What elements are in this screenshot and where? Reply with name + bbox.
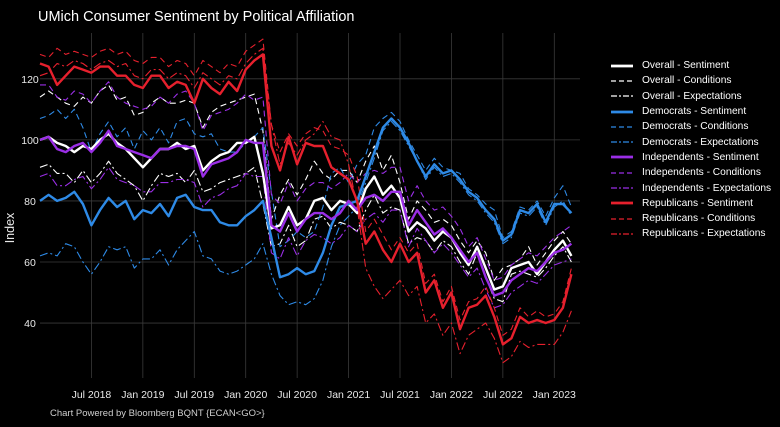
series-line-republicans-expectations [39, 47, 572, 364]
legend-swatch [611, 218, 633, 220]
legend-item: Republicans - Sentiment [610, 196, 771, 211]
y-tick-label: 80 [24, 196, 36, 208]
legend-item: Democrats - Sentiment [610, 104, 771, 119]
legend-label: Democrats - Expectations [642, 136, 759, 148]
legend-item: Democrats - Expectations [610, 134, 771, 149]
series-line-republicans-sentiment [39, 53, 573, 346]
legend-item: Independents - Expectations [610, 180, 771, 195]
legend-label: Overall - Conditions [642, 75, 732, 87]
legend-swatch [611, 80, 633, 82]
legend-label: Republicans - Sentiment [642, 197, 753, 209]
legend-swatch [611, 64, 633, 68]
x-tick-label: Jan 2023 [533, 389, 576, 401]
chart-title: UMich Consumer Sentiment by Political Af… [38, 9, 355, 25]
legend-swatch [611, 110, 633, 113]
legend-label: Democrats - Sentiment [642, 106, 747, 118]
legend-swatch [611, 141, 633, 143]
y-tick-label: 120 [21, 74, 39, 86]
x-tick-label: Jan 2022 [430, 389, 473, 401]
x-tick-label: Jan 2021 [327, 389, 370, 401]
x-tick-label: Jul 2022 [483, 389, 523, 401]
chart-footer: Chart Powered by Bloomberg BQNT {ECAN<GO… [50, 408, 265, 419]
x-tick-label: Jul 2021 [380, 389, 420, 401]
x-tick-label: Jul 2020 [277, 389, 317, 401]
chart-legend: Overall - Sentiment Overall - Conditions O… [610, 58, 771, 242]
grid-lines [40, 33, 580, 378]
legend-item: Overall - Conditions [610, 73, 771, 88]
series-line-democrats-expectations [39, 120, 572, 306]
legend-label: Independents - Expectations [642, 182, 772, 194]
x-tick-label: Jan 2019 [121, 389, 164, 401]
legend-item: Overall - Expectations [610, 89, 771, 104]
legend-label: Overall - Expectations [642, 90, 742, 102]
legend-label: Republicans - Expectations [642, 228, 766, 240]
legend-swatch [611, 233, 633, 235]
series-line-overall-expectations [39, 160, 572, 303]
x-tick-label: Jul 2019 [174, 389, 214, 401]
legend-label: Independents - Conditions [642, 167, 761, 179]
legend-swatch [611, 172, 633, 174]
legend-item: Democrats - Conditions [610, 119, 771, 134]
series-line-democrats-conditions [39, 108, 572, 248]
series-line-independents-expectations [39, 166, 572, 309]
legend-label: Overall - Sentiment [642, 60, 730, 72]
legend-label: Democrats - Conditions [642, 121, 749, 133]
y-tick-label: 100 [21, 135, 39, 147]
series-line-republicans-conditions [39, 38, 572, 336]
legend-swatch [611, 187, 633, 189]
y-tick-label: 60 [24, 257, 36, 269]
series-line-overall-conditions [39, 84, 572, 281]
series-lines [39, 38, 573, 364]
legend-swatch [611, 95, 633, 97]
legend-item: Independents - Sentiment [610, 150, 771, 165]
y-axis-label: Index [3, 212, 17, 243]
x-tick-label: Jan 2020 [224, 389, 267, 401]
legend-label: Republicans - Conditions [642, 213, 756, 225]
legend-swatch [611, 156, 633, 159]
series-line-overall-sentiment [39, 132, 573, 291]
legend-item: Overall - Sentiment [610, 58, 771, 73]
legend-label: Independents - Sentiment [642, 151, 759, 163]
legend-swatch [611, 201, 633, 205]
series-line-independents-sentiment [39, 129, 573, 297]
legend-item: Independents - Conditions [610, 165, 771, 180]
series-line-independents-conditions [40, 81, 572, 281]
legend-item: Republicans - Expectations [610, 226, 771, 241]
legend-swatch [611, 126, 633, 128]
series-line-democrats-sentiment [39, 117, 573, 279]
y-tick-label: 40 [24, 318, 36, 330]
legend-item: Republicans - Conditions [610, 211, 771, 226]
axis-ticks: 40 60 80 100 120 Jul 2018 Jan 2019 Jul 2019 Jan … [21, 74, 576, 401]
x-tick-label: Jul 2018 [72, 389, 112, 401]
